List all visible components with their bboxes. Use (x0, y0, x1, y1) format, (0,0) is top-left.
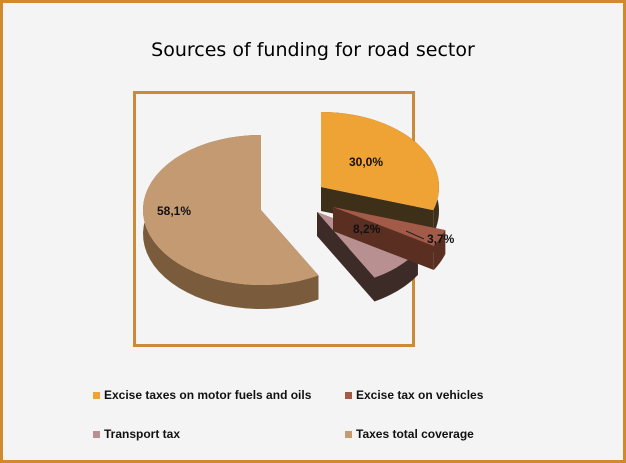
data-label-excise-taxes-on-motor-fuels-and-oils: 30,0% (349, 155, 383, 169)
pie-chart: 30,0% 3,7% 8,2% 58,1% (143, 112, 455, 309)
data-label-transport-tax: 8,2% (353, 222, 381, 236)
legend-item-taxes-total: Taxes total coverage (345, 427, 474, 441)
legend-label: Transport tax (104, 427, 181, 441)
leader-line (405, 230, 425, 240)
pie-slice-top (143, 135, 319, 286)
legend-label: Taxes total coverage (356, 427, 474, 441)
legend-item-transport-tax: Transport tax (93, 427, 180, 441)
pie-slice-edge (433, 230, 446, 270)
pie-slice-edge (374, 250, 418, 302)
pie-slice-side (333, 207, 434, 270)
pie-slice-edge (143, 135, 319, 309)
legend-swatch (93, 391, 100, 399)
legend: Excise taxes on motor fuels and oils Exc… (93, 388, 613, 448)
legend-item-excise-vehicles: Excise tax on vehicles (345, 388, 483, 402)
legend-item-excise-fuels: Excise taxes on motor fuels and oils (93, 388, 311, 402)
data-label-taxes-total-coverage: 58,1% (157, 204, 191, 218)
pie-slice-top (321, 112, 439, 211)
legend-swatch (345, 430, 352, 438)
legend-swatch (93, 430, 100, 438)
legend-swatch (345, 391, 352, 399)
legend-label: Excise tax on vehicles (356, 388, 484, 402)
chart-title: Sources of funding for road sector (151, 39, 475, 61)
pie-slice-taxes-total-coverage (143, 135, 319, 309)
data-label-excise-tax-on-vehicles: 3,7% (427, 232, 455, 246)
legend-label: Excise taxes on motor fuels and oils (104, 388, 312, 402)
pie-slice-side (317, 212, 375, 302)
